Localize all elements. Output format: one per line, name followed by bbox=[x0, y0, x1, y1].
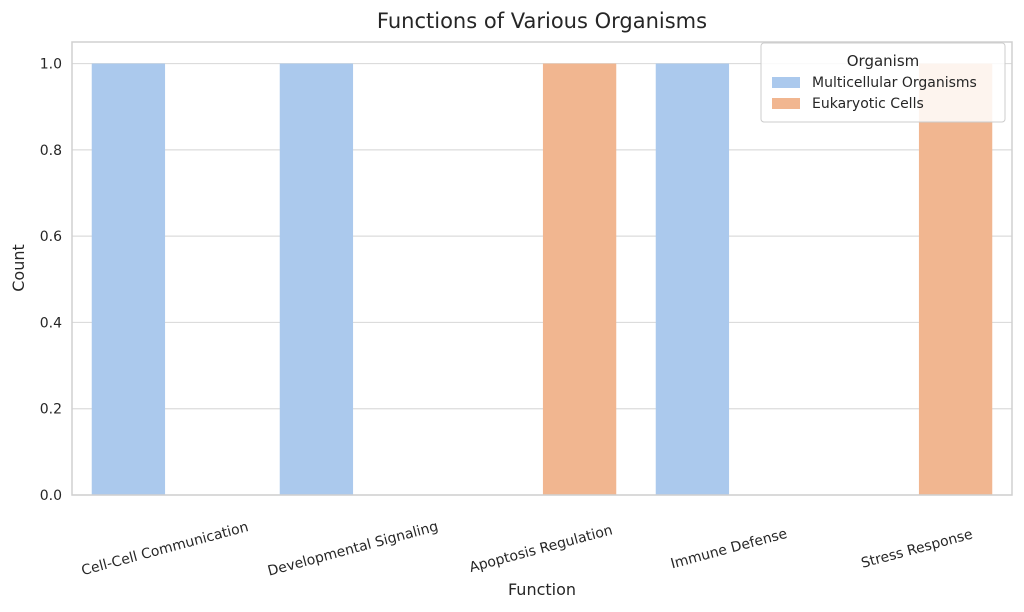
bar-3-0 bbox=[655, 63, 730, 495]
plot-area-frame bbox=[71, 41, 1013, 496]
legend-title: Organism bbox=[847, 52, 920, 70]
x-axis-label: Function bbox=[508, 580, 576, 599]
y-axis-label: Count bbox=[9, 244, 28, 292]
y-tick-label: 0.4 bbox=[40, 315, 62, 331]
legend-label: Eukaryotic Cells bbox=[812, 96, 924, 112]
y-tick-label: 0.8 bbox=[40, 143, 62, 159]
legend-swatch bbox=[772, 98, 800, 109]
y-tick-label: 0.0 bbox=[40, 488, 62, 504]
y-tick-label: 0.2 bbox=[40, 402, 62, 418]
bar-4-1 bbox=[918, 63, 993, 495]
y-tick-labels: 0.0 0.2 0.4 0.6 0.8 1.0 bbox=[40, 57, 62, 504]
legend-box bbox=[760, 42, 1006, 123]
bar-2-1 bbox=[542, 63, 617, 495]
bar-0-0 bbox=[91, 63, 166, 495]
legend-swatch bbox=[772, 77, 800, 88]
chart-title: Functions of Various Organisms bbox=[377, 9, 707, 33]
y-tick-label: 0.6 bbox=[40, 229, 62, 245]
legend: Organism Multicellular Organisms Eukaryot… bbox=[760, 42, 1006, 123]
y-tick-label: 1.0 bbox=[40, 57, 62, 73]
legend-items: Multicellular Organisms Eukaryotic Cells bbox=[772, 75, 977, 112]
legend-label: Multicellular Organisms bbox=[812, 75, 977, 91]
bars bbox=[91, 63, 993, 495]
bar-1-0 bbox=[279, 63, 354, 495]
